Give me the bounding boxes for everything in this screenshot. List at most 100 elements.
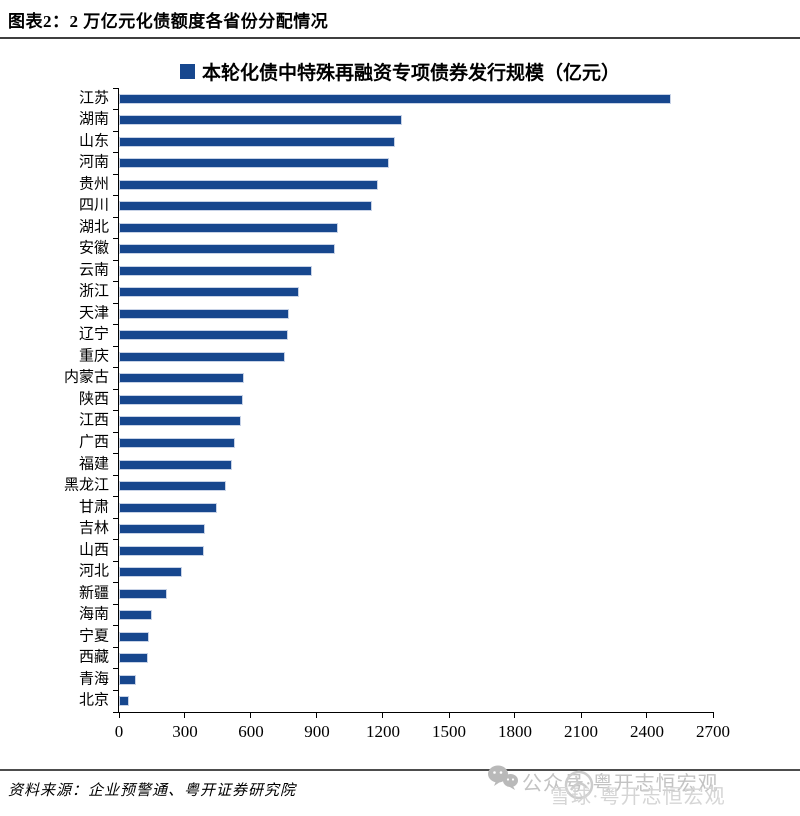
y-axis-tick	[113, 152, 119, 154]
y-axis-tick	[113, 324, 119, 326]
bar	[119, 93, 672, 104]
y-axis-tick	[113, 625, 119, 627]
category-label: 浙江	[78, 283, 109, 300]
y-axis-tick	[113, 560, 119, 562]
category-label: 山西	[78, 542, 109, 559]
y-axis-tick	[113, 453, 119, 455]
y-axis-tick	[113, 388, 119, 390]
bar	[119, 351, 286, 362]
bar	[119, 502, 218, 513]
y-axis-tick	[113, 302, 119, 304]
category-label: 云南	[78, 262, 109, 279]
x-axis-tick	[118, 712, 120, 718]
x-axis-tick	[250, 712, 252, 718]
bar	[119, 330, 288, 341]
x-axis-tick	[382, 712, 384, 718]
category-label: 青海	[78, 671, 109, 688]
watermark-xueqiu-text: 雪球·粤开志恒宏观	[550, 786, 726, 808]
bar-rows: 江苏 湖南 山东 河南 贵州 四川 湖北 安徽 云南 浙江 天津 辽宁 重庆 内蒙古 陕西 江西 广西 福建 黑龙江…	[64, 88, 713, 712]
bar-row: 福建	[79, 454, 713, 476]
bar-row: 安徽	[79, 239, 713, 261]
y-axis-tick	[113, 711, 119, 713]
bar	[119, 222, 339, 233]
y-axis-tick	[113, 603, 119, 605]
category-label: 陕西	[78, 391, 109, 408]
x-axis-tick-label: 1500	[432, 722, 466, 741]
y-axis-tick	[113, 668, 119, 670]
y-axis-tick	[113, 646, 119, 648]
x-axis-tick-label: 600	[238, 722, 264, 741]
bar	[119, 610, 153, 621]
bar-row: 河南	[79, 153, 713, 175]
x-axis-tick	[580, 712, 582, 718]
bar	[119, 653, 148, 664]
bar-row: 广西	[79, 432, 713, 454]
bar-row: 四川	[79, 196, 713, 218]
bar	[119, 179, 378, 190]
bar	[119, 416, 242, 427]
bar	[119, 674, 136, 685]
category-label: 河南	[78, 154, 109, 171]
category-label: 贵州	[78, 176, 109, 193]
bar-row: 山西	[79, 540, 713, 562]
category-label: 新疆	[78, 585, 109, 602]
x-axis-tick-label: 2400	[629, 722, 664, 741]
bar	[119, 115, 403, 126]
y-axis-tick	[113, 109, 119, 111]
x-axis-tick	[316, 712, 318, 718]
x-axis-tick	[646, 712, 648, 718]
category-label: 北京	[78, 692, 109, 709]
bar-row: 新疆	[79, 583, 713, 605]
bar	[119, 524, 205, 535]
x-axis-tick	[514, 712, 516, 718]
bar	[119, 136, 396, 147]
category-label: 西藏	[78, 649, 109, 666]
y-axis-tick	[113, 689, 119, 691]
bar	[119, 545, 204, 556]
page-title: 图表2：2 万亿元化债额度各省份分配情况	[8, 12, 329, 31]
category-label: 宁夏	[78, 628, 109, 645]
y-axis-tick	[113, 130, 119, 132]
y-axis-tick	[113, 496, 119, 498]
category-label: 甘肃	[78, 499, 109, 516]
bar	[119, 158, 389, 169]
bar	[119, 373, 244, 384]
x-axis-tick	[448, 712, 450, 718]
bar-row: 辽宁	[79, 325, 713, 347]
category-label: 河北	[78, 563, 109, 580]
bar-row: 天津	[79, 303, 713, 325]
category-label: 海南	[78, 606, 109, 623]
bar-row: 河北	[79, 561, 713, 583]
category-label: 辽宁	[78, 326, 109, 343]
x-axis-tick-label: 2100	[564, 722, 598, 741]
x-axis-tick-label: 300	[172, 722, 198, 741]
bar	[119, 265, 312, 276]
bar-row: 宁夏	[79, 626, 713, 648]
y-axis-tick	[113, 195, 119, 197]
x-axis-tick	[184, 712, 186, 718]
bar	[119, 394, 243, 405]
category-label: 广西	[78, 434, 109, 451]
x-axis-tick	[712, 712, 714, 718]
x-axis-tick-label: 900	[304, 722, 330, 741]
bar	[119, 567, 182, 578]
y-axis-tick	[113, 431, 119, 433]
x-axis-tick-label: 2700	[696, 722, 730, 741]
y-axis-tick	[113, 582, 119, 584]
category-label: 安徽	[78, 240, 109, 257]
x-axis-tick-label: 1200	[365, 722, 400, 741]
category-label: 四川	[78, 197, 109, 214]
bar-row: 西藏	[79, 647, 713, 669]
y-axis-tick	[113, 238, 119, 240]
category-label: 重庆	[78, 348, 109, 365]
bar	[119, 201, 372, 212]
bar-row: 内蒙古	[64, 368, 713, 390]
bar-row: 甘肃	[79, 497, 713, 519]
category-label: 福建	[78, 456, 109, 473]
bar	[119, 459, 232, 470]
y-axis-tick	[113, 517, 119, 519]
y-axis-tick	[113, 281, 119, 283]
y-axis-tick	[113, 367, 119, 369]
bar	[119, 308, 289, 319]
